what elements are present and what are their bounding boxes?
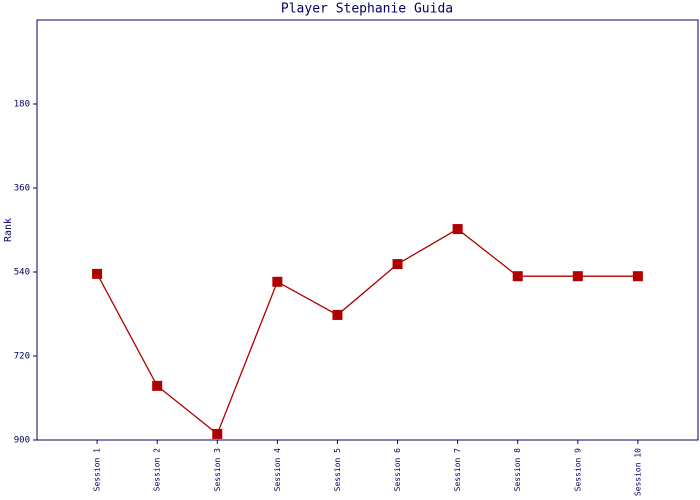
line (96, 228, 638, 435)
x-tick-label: Session 2 (153, 448, 162, 492)
marker (152, 380, 163, 391)
x-tick-label: Session 7 (453, 448, 462, 492)
y-tick-label: 720 (14, 352, 30, 362)
y-tick-label: 360 (14, 184, 30, 194)
x-tick-label: Session 4 (273, 448, 282, 492)
marker (572, 271, 583, 282)
y-tick-label: 900 (14, 436, 30, 446)
y-tick-label: 540 (14, 268, 30, 278)
x-tick-label: Session 9 (573, 448, 582, 492)
x-tick-label: Session 6 (393, 448, 402, 492)
x-tick-label: Session 3 (213, 448, 222, 492)
marker (632, 271, 643, 282)
x-tick-label: Session 10 (633, 448, 642, 496)
marker (92, 268, 103, 279)
marker (272, 276, 283, 287)
x-tick-label: Session 1 (93, 448, 102, 492)
y-axis-label: Rank (3, 218, 14, 242)
x-tick-label: Session 5 (333, 448, 342, 492)
x-tick-label: Session 8 (513, 448, 522, 492)
marker (392, 259, 403, 270)
marker (512, 271, 523, 282)
y-tick-label: 180 (14, 100, 30, 110)
chart-title: Player Stephanie Guida (281, 2, 453, 17)
plot-frame (36, 19, 699, 441)
marker (212, 428, 223, 439)
marker (332, 309, 343, 320)
marker (452, 224, 463, 235)
